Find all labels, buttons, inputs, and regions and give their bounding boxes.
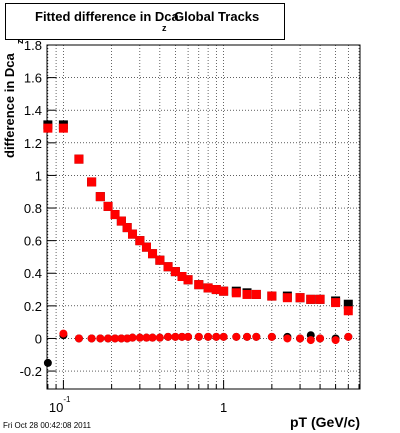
x-axis-label: pT (GeV/c): [290, 414, 360, 430]
data-point: [211, 285, 221, 295]
data-point: [128, 333, 137, 342]
data-point: [204, 332, 213, 341]
data-point: [111, 334, 120, 343]
data-point: [267, 332, 276, 341]
data-point: [74, 334, 83, 343]
data-point: [219, 286, 229, 296]
data-point: [148, 333, 157, 342]
x-tick-exponent: -1: [63, 395, 71, 404]
data-point: [315, 294, 325, 304]
data-point: [122, 223, 132, 233]
data-point: [116, 216, 126, 226]
y-tick-label: 0.8: [24, 201, 42, 216]
data-point: [87, 334, 96, 343]
y-tick-label: 0: [35, 331, 42, 346]
data-point: [170, 267, 180, 277]
data-point: [183, 275, 193, 285]
data-point: [87, 177, 97, 187]
data-point: [184, 332, 193, 341]
data-point: [252, 332, 261, 341]
y-axis-label: difference in Dca z: [2, 39, 25, 158]
title-subscript: z: [162, 23, 167, 33]
data-point: [155, 333, 164, 342]
data-point: [171, 332, 180, 341]
data-point: [178, 332, 187, 341]
data-point: [110, 210, 120, 220]
y-tick-label: 0.6: [24, 234, 42, 249]
data-point: [203, 283, 213, 293]
data-point: [194, 280, 204, 290]
data-point: [141, 242, 151, 252]
data-point: [343, 299, 353, 309]
data-point: [128, 229, 138, 239]
data-point: [43, 123, 53, 133]
data-point: [59, 329, 68, 338]
chart-subtitle: Global Tracks: [174, 9, 259, 24]
y-label-subscript: z: [15, 39, 25, 44]
data-point: [155, 255, 165, 265]
chart-title: Fitted difference in Dca: [35, 9, 180, 24]
data-point: [212, 332, 221, 341]
y-tick-label: 0.4: [24, 266, 42, 281]
data-point: [316, 334, 325, 343]
data-point: [148, 249, 158, 259]
data-point: [295, 293, 305, 303]
data-point: [96, 334, 105, 343]
data-point: [95, 192, 105, 202]
data-point: [296, 334, 305, 343]
data-point: [306, 294, 316, 304]
data-point: [163, 262, 173, 272]
data-point: [74, 154, 84, 164]
data-point: [282, 293, 292, 303]
y-tick-label: 1.2: [24, 136, 42, 151]
y-tick-label: 1.4: [24, 103, 42, 118]
y-tick-label: 1.6: [24, 71, 42, 86]
data-point: [177, 272, 187, 282]
y-label-text: difference in Dca: [2, 52, 17, 158]
data-point: [344, 332, 353, 341]
data-point: [251, 289, 261, 299]
plot-frame: [46, 44, 361, 390]
data-point: [164, 332, 173, 341]
x-tick-label: 1: [220, 400, 227, 415]
y-tick-label: 0.2: [24, 299, 42, 314]
data-point: [117, 334, 126, 343]
data-point: [232, 332, 241, 341]
data-point: [242, 289, 252, 299]
data-point: [331, 336, 340, 345]
title-box: [5, 3, 285, 40]
data-point: [194, 332, 203, 341]
data-point: [135, 333, 144, 342]
y-tick-label: 1: [35, 168, 42, 183]
data-point: [231, 288, 241, 298]
data-point: [331, 298, 341, 308]
data-point: [343, 306, 353, 316]
data-point: [219, 332, 228, 341]
y-tick-label: 1.8: [24, 38, 42, 53]
y-tick-label: -0.2: [20, 364, 42, 379]
data-point: [43, 358, 52, 367]
data-point: [103, 201, 113, 211]
data-point: [58, 123, 68, 133]
data-point: [104, 334, 113, 343]
data-point: [306, 336, 315, 345]
footer: Fri Oct 28 00:42:08 2011: [3, 421, 91, 430]
data-point: [267, 291, 277, 301]
data-point: [142, 333, 151, 342]
data-point: [135, 236, 145, 246]
data-point: [283, 334, 292, 343]
x-tick-label: 10: [49, 400, 63, 415]
data-point: [243, 332, 252, 341]
